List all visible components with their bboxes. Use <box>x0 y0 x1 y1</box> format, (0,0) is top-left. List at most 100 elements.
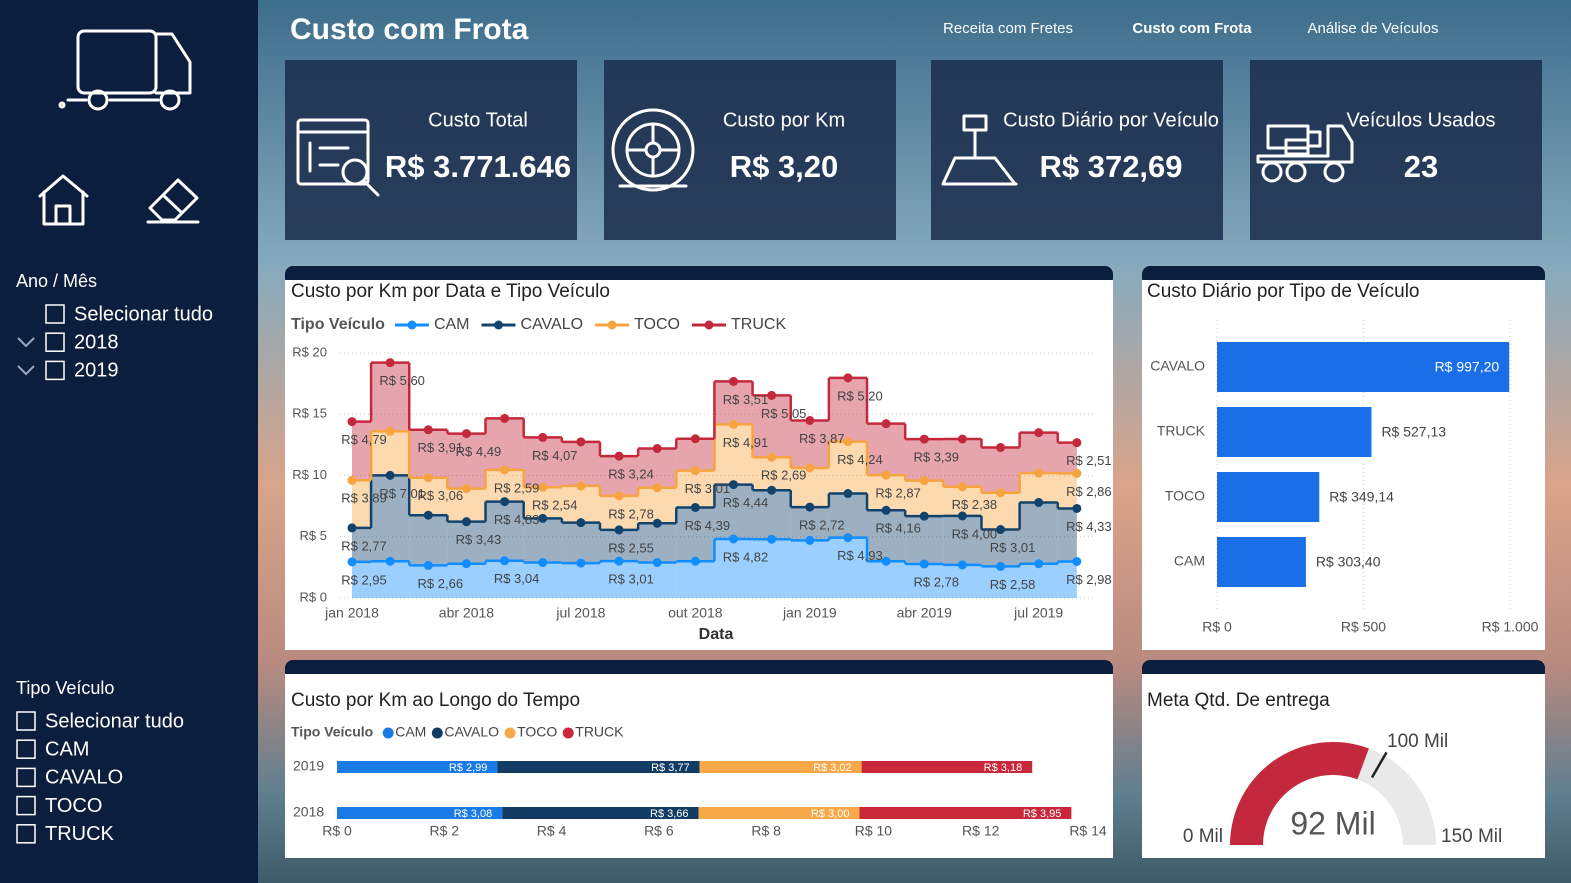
filter-option[interactable]: TRUCK <box>45 823 115 845</box>
area-segment <box>714 424 753 485</box>
bar-segment <box>337 807 503 819</box>
checkbox[interactable] <box>16 767 36 788</box>
area-segment <box>943 438 982 487</box>
data-point <box>461 517 471 527</box>
data-point <box>538 482 548 492</box>
data-point <box>1072 503 1082 513</box>
checkbox[interactable] <box>45 360 65 381</box>
data-point <box>614 525 624 535</box>
area-segment <box>638 562 677 598</box>
y-tick-label: R$ 20 <box>292 344 327 359</box>
area-segment <box>523 437 562 488</box>
area-segment <box>676 470 715 508</box>
area-segment <box>714 381 753 425</box>
legend-label[interactable]: TOCO <box>517 724 557 740</box>
data-label: R$ 2,58 <box>990 577 1036 592</box>
home-icon[interactable] <box>38 174 89 226</box>
filter-option[interactable]: Selecionar tudo <box>74 303 213 325</box>
data-label: R$ 3,24 <box>608 467 654 482</box>
data-label: R$ 4,83 <box>494 512 540 527</box>
data-point <box>767 390 777 400</box>
data-label: R$ 3,04 <box>494 571 540 586</box>
y-tick-label: CAVALO <box>1150 358 1205 374</box>
data-label: R$ 2,86 <box>1066 484 1112 499</box>
area-segment <box>981 529 1020 567</box>
checkbox[interactable] <box>45 304 65 324</box>
area-segment <box>447 488 486 522</box>
area-segment <box>447 563 486 598</box>
filter-option[interactable]: 2018 <box>74 331 119 353</box>
data-point <box>843 533 853 543</box>
x-tick-label: jan 2018 <box>324 605 379 621</box>
data-label: R$ 2,54 <box>532 498 578 513</box>
eraser-icon[interactable] <box>146 178 200 224</box>
area-segment <box>599 561 639 598</box>
data-point <box>576 437 586 447</box>
kpi-value: R$ 372,69 <box>1039 149 1182 184</box>
checkbox[interactable] <box>45 332 65 352</box>
y-tick-label: 2018 <box>293 804 324 820</box>
data-point <box>347 417 357 427</box>
kpi-card <box>1250 60 1542 240</box>
area-segment <box>371 362 410 432</box>
x-tick-label: out 2018 <box>668 605 723 621</box>
area-segment <box>867 423 906 476</box>
data-point <box>690 502 700 512</box>
kpi-icon <box>941 114 1018 186</box>
data-label: R$ 2,66 <box>418 576 464 591</box>
checkbox[interactable] <box>16 739 36 759</box>
area-segment <box>1057 473 1077 509</box>
area-segment <box>676 507 715 562</box>
legend-label[interactable]: CAVALO <box>444 724 499 740</box>
data-label: R$ 4,07 <box>532 448 578 463</box>
filter-option[interactable]: TOCO <box>45 795 102 817</box>
data-label: R$ 2,69 <box>761 468 807 483</box>
data-point <box>1034 559 1044 569</box>
expand-chevron[interactable] <box>17 337 35 376</box>
data-point <box>500 413 510 423</box>
area-segment <box>599 529 639 562</box>
x-tick-label: R$ 12 <box>962 823 1000 839</box>
legend-label[interactable]: CAM <box>434 316 470 333</box>
filter-option[interactable]: 2019 <box>74 360 119 382</box>
data-label: R$ 3,01 <box>990 540 1036 555</box>
area-segment <box>561 563 600 598</box>
area-segment <box>523 518 562 563</box>
filter-option[interactable]: Selecionar tudo <box>45 710 184 732</box>
area-segment <box>790 420 829 468</box>
x-tick-label: R$ 0 <box>322 823 352 839</box>
checkbox[interactable] <box>16 824 36 844</box>
data-point <box>1072 468 1082 478</box>
filter-option[interactable]: CAVALO <box>45 767 123 789</box>
bar <box>1217 472 1320 522</box>
data-point <box>385 426 395 436</box>
legend-label[interactable]: TRUCK <box>731 316 786 333</box>
area-segment <box>981 447 1020 493</box>
data-label: R$ 5,60 <box>379 373 425 388</box>
area-segment <box>867 561 906 598</box>
checkbox[interactable] <box>16 711 36 731</box>
checkbox[interactable] <box>16 795 36 816</box>
data-label: R$ 4,91 <box>723 435 769 450</box>
nav-link[interactable]: Custo com Frota <box>1132 20 1252 37</box>
data-point <box>538 557 548 567</box>
x-tick-label: jul 2018 <box>555 605 605 621</box>
area-segment <box>371 431 410 476</box>
page-title: Custo com Frota <box>290 13 529 46</box>
data-point <box>881 419 891 429</box>
nav-link[interactable]: Receita com Fretes <box>943 20 1073 37</box>
filter-option[interactable]: CAM <box>45 738 89 760</box>
legend-label[interactable]: CAM <box>395 724 426 740</box>
legend-label[interactable]: TRUCK <box>575 724 624 740</box>
data-label: R$ 4,79 <box>341 432 387 447</box>
data-point <box>652 483 662 493</box>
data-point <box>690 466 700 476</box>
nav-link[interactable]: Análise de Veículos <box>1308 20 1439 37</box>
data-point <box>919 434 929 444</box>
bar-segment <box>699 761 862 773</box>
data-point <box>996 525 1006 535</box>
legend-label[interactable]: TOCO <box>634 316 680 333</box>
legend-label[interactable]: CAVALO <box>521 316 584 333</box>
kpi-value: R$ 3.771.646 <box>385 149 571 184</box>
